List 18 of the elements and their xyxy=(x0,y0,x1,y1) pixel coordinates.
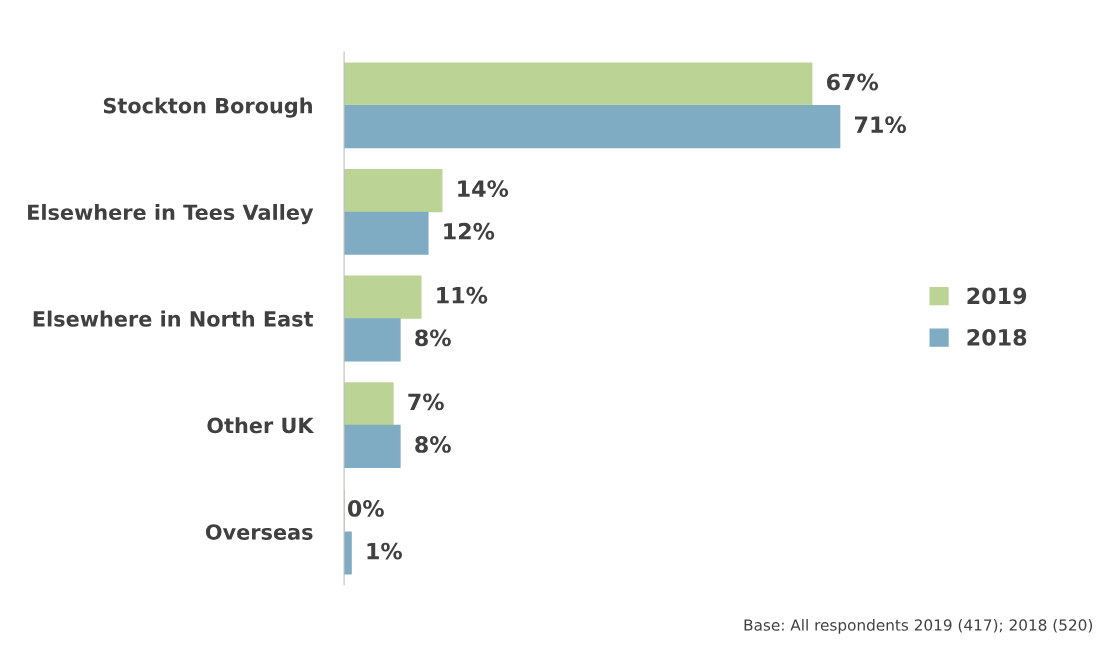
legend-label: 2018 xyxy=(967,328,1027,346)
y-tick-label: Elsewhere in North East xyxy=(33,310,314,327)
data-label: 67% xyxy=(826,73,879,91)
data-label: 12% xyxy=(444,222,495,240)
data-label: 71% xyxy=(855,116,907,134)
y-tick-label: Stockton Borough xyxy=(103,97,312,118)
y-tick-label: Elsewhere in Tees Valley xyxy=(28,203,314,225)
data-label: 0% xyxy=(347,500,384,517)
data-label: 7% xyxy=(408,393,444,411)
data-label: 11% xyxy=(437,286,488,304)
data-label: 14% xyxy=(458,180,509,198)
y-tick-label: Overseas xyxy=(205,524,313,540)
data-label: 8% xyxy=(415,329,451,347)
legend-label: 2019 xyxy=(967,287,1027,305)
y-tick-label: Other UK xyxy=(207,417,315,434)
data-label: 1% xyxy=(367,542,402,560)
text: Base: All respondents 2019 (417); 2018 (520) xyxy=(744,618,1093,634)
data-label: 8% xyxy=(415,436,451,453)
